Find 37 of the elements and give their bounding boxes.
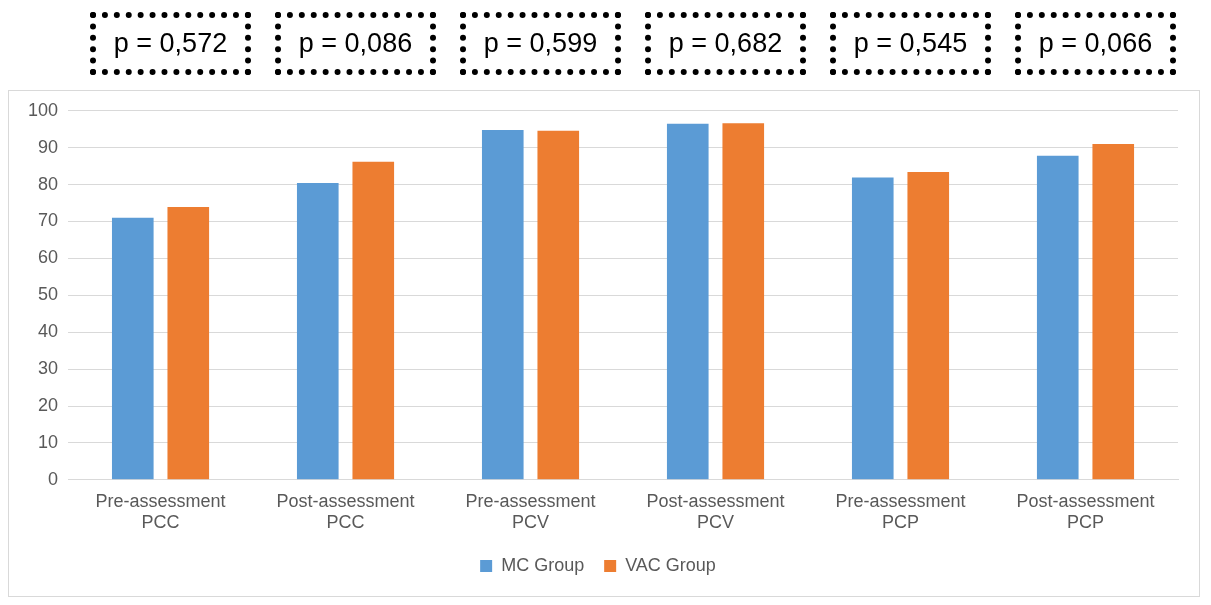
bar (851, 177, 894, 480)
y-tick-label: 60 (38, 247, 59, 268)
y-tick-label: 80 (38, 173, 59, 194)
text: p = 0,545 (829, 12, 992, 75)
bar (352, 161, 395, 480)
x-tick-label: Pre-assessment PCC (95, 490, 226, 533)
y-tick-label: 70 (38, 210, 59, 231)
y-tick-label: 0 (48, 468, 59, 489)
y-tick-label: 40 (38, 321, 59, 342)
y-tick-label: 90 (38, 136, 59, 157)
x-tick-label: Post-assessment PCP (1016, 490, 1155, 533)
text: p = 0,086 (274, 12, 437, 75)
text: p = 0,682 (644, 12, 807, 75)
bar (537, 130, 580, 480)
x-tick-label: Post-assessment PCV (646, 490, 785, 533)
x-tick-label: Pre-assessment PCV (465, 490, 596, 533)
text: p = 0,066 (1014, 12, 1177, 75)
bar (111, 217, 154, 480)
y-tick-label: 20 (38, 394, 59, 415)
y-tick-label: 10 (38, 431, 59, 452)
x-tick-label: Post-assessment PCC (276, 490, 415, 533)
bar (666, 123, 709, 480)
legend-label: VAC Group (625, 554, 716, 575)
bar (1092, 144, 1135, 480)
bar (1036, 155, 1079, 480)
bar (481, 129, 524, 480)
text: p = 0,599 (459, 12, 622, 75)
y-tick-label: 50 (38, 284, 59, 305)
y-tick-label: 100 (27, 99, 59, 120)
x-tick-label: Pre-assessment PCP (835, 490, 966, 533)
legend-label: MC Group (501, 554, 585, 575)
text: p = 0,572 (89, 12, 252, 75)
y-tick-label: 30 (38, 358, 59, 379)
bar (296, 183, 339, 480)
bar (167, 207, 210, 480)
bar (907, 172, 950, 480)
bar (722, 123, 765, 480)
